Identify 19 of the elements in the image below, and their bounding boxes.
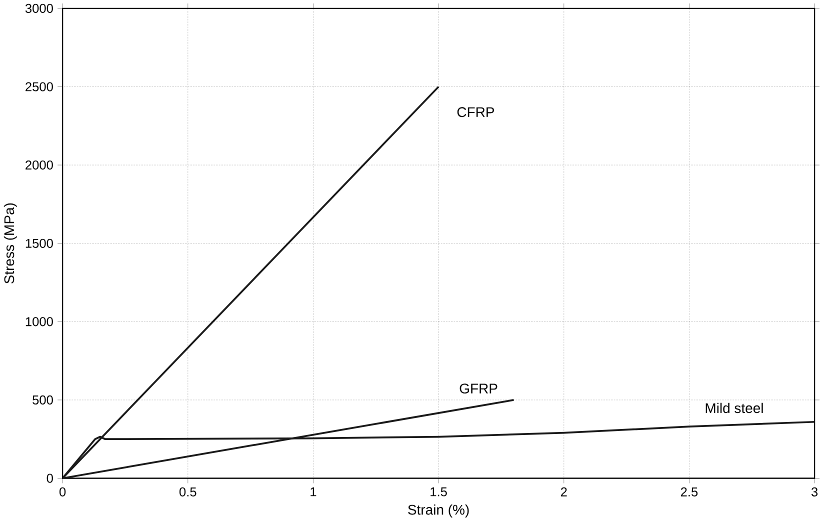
x-tick-label: 3: [811, 487, 818, 496]
y-tick-label: 0: [46, 474, 53, 483]
y-tick-label: 2500: [26, 82, 53, 92]
y-tick-label: 3000: [25, 4, 53, 13]
y-tick-label: 1000: [26, 316, 53, 326]
x-tick-label: 2: [560, 487, 567, 496]
y-tick-label: 1500: [26, 238, 53, 248]
x-tick-label: 2.5: [680, 487, 698, 496]
series-label: GFRP: [460, 383, 498, 394]
x-axis-title: Strain (%): [408, 504, 469, 518]
x-tick-label: 0.5: [179, 487, 196, 496]
x-tick-label: 1.5: [430, 487, 447, 496]
y-tick-label: 500: [32, 395, 53, 404]
series-label: CFRP: [457, 107, 494, 117]
x-tick-label: 0: [59, 487, 66, 496]
series-label: Mild steel: [706, 402, 763, 413]
y-axis-title: Stress (MPa): [4, 203, 17, 284]
x-tick-label: 1: [310, 487, 316, 496]
y-tick-label: 2000: [26, 160, 53, 170]
